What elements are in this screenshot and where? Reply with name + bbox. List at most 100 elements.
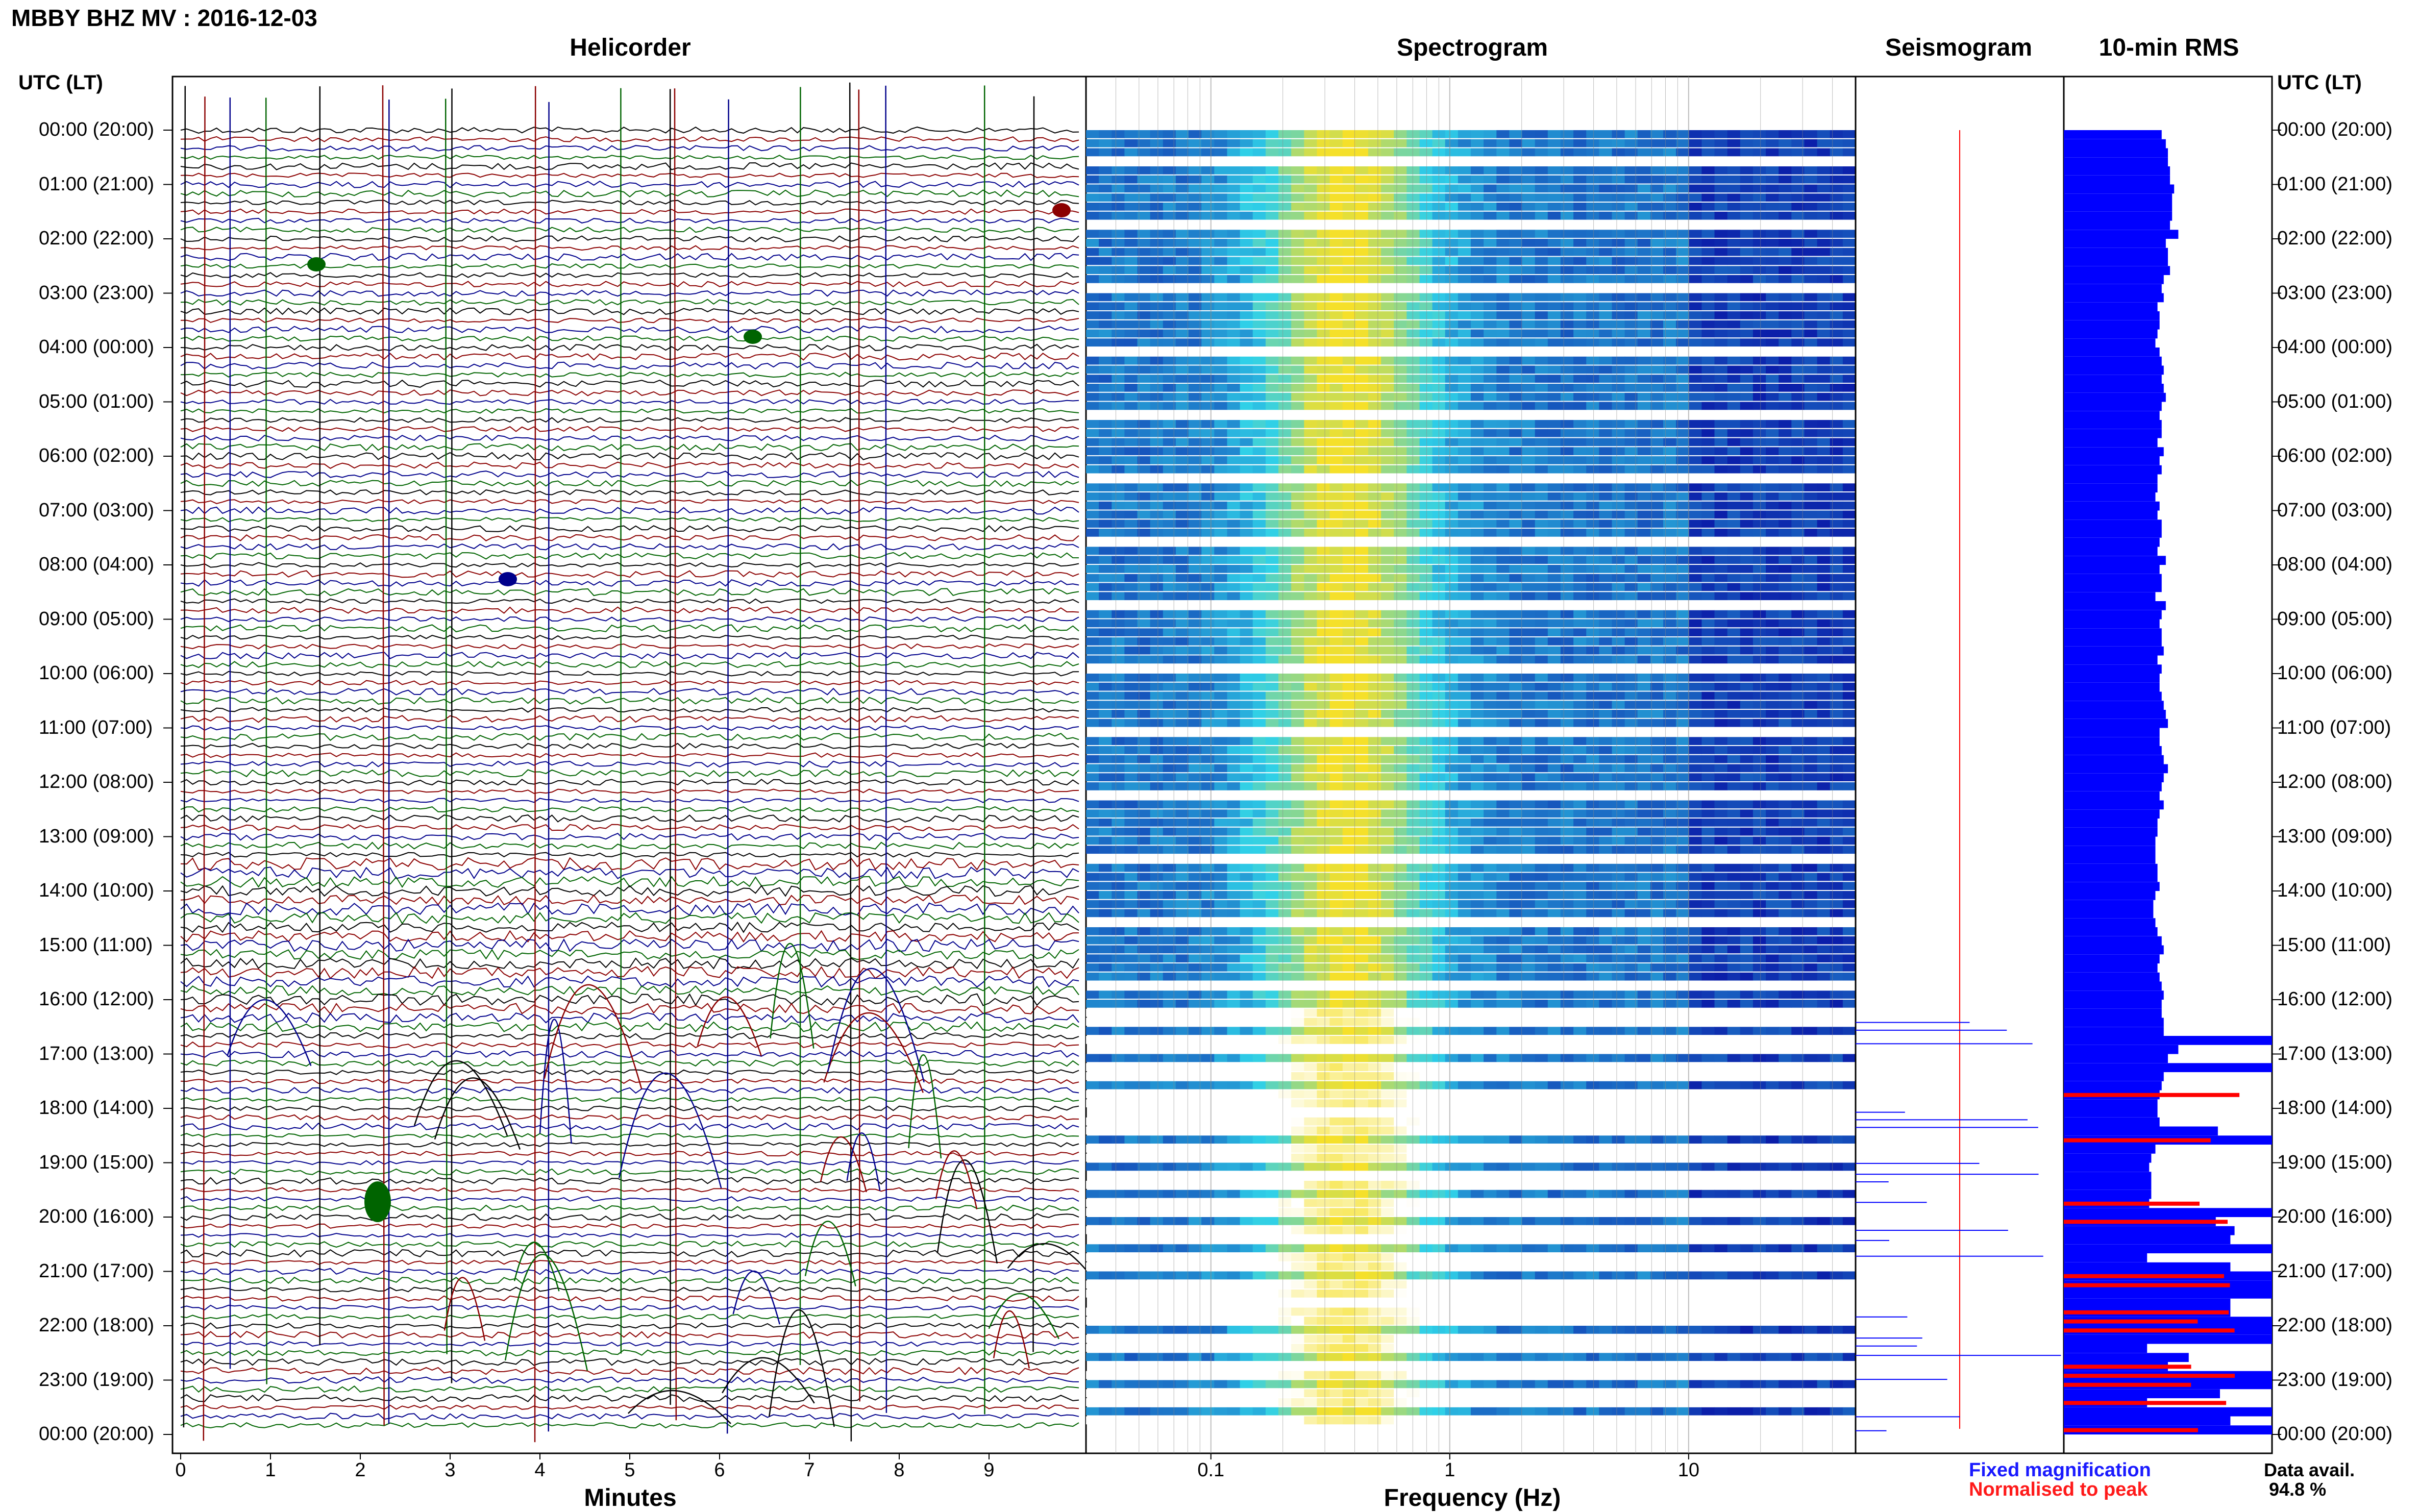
spectrogram-cell — [1535, 782, 1548, 790]
spectrogram-cell — [1637, 819, 1651, 827]
spectrogram-cell — [1124, 637, 1138, 646]
spectrogram-cell — [1099, 166, 1112, 175]
spectrogram-cell — [1496, 247, 1510, 256]
spectrogram-cell — [1701, 193, 1715, 202]
spectrogram-cell — [1189, 130, 1202, 138]
spectrogram-cell — [1714, 519, 1728, 528]
spectrogram-cell — [1368, 266, 1381, 275]
spectrogram-cell — [1663, 610, 1676, 618]
spectrogram-cell — [1701, 465, 1715, 474]
spectrogram-cell — [1150, 356, 1164, 365]
spectrogram-cell — [1804, 882, 1818, 890]
spectrogram-cell — [1175, 610, 1189, 618]
spectrogram-cell — [1817, 710, 1831, 718]
spectrogram-cell — [1381, 900, 1394, 908]
spectrogram-cell — [1830, 691, 1843, 700]
spectrogram-cell — [1637, 456, 1651, 464]
spectrogram-cell — [1342, 592, 1356, 601]
spectrogram-cell — [1830, 710, 1843, 718]
spectrogram-cell — [1830, 420, 1843, 428]
spectrogram-cell — [1278, 746, 1292, 754]
helicorder-long-period-signal — [504, 1254, 588, 1371]
spectrogram-cell — [1599, 809, 1612, 818]
spectrogram-cell — [1227, 483, 1241, 492]
spectrogram-cell — [1522, 836, 1536, 845]
spectrogram-cell — [1329, 139, 1343, 147]
spectrogram-cell — [1484, 963, 1497, 972]
spectrogram-cell — [1163, 682, 1176, 691]
spectrogram-cell — [1804, 682, 1818, 691]
spectrogram-cell — [1342, 547, 1356, 555]
spectrogram-cell — [1278, 718, 1292, 727]
spectrogram-cell — [1329, 175, 1343, 184]
spectrogram-cell — [1714, 863, 1728, 872]
spectrogram-cell — [1227, 375, 1241, 383]
spectrogram-cell — [1727, 846, 1741, 854]
spectrogram-cell — [1112, 963, 1125, 972]
spectrogram-cell — [1458, 945, 1471, 954]
spectrogram-cell — [1189, 465, 1202, 474]
spectrogram-cell — [1830, 718, 1843, 727]
spectrogram-cell — [1471, 846, 1484, 854]
spectrogram-cell — [1484, 637, 1497, 646]
spectrogram-cell — [1124, 139, 1138, 147]
helicorder-trace — [180, 912, 1079, 925]
helicorder-trace — [180, 806, 1079, 813]
spectrogram-cell — [1779, 800, 1792, 809]
spectrogram-cell — [1086, 746, 1099, 754]
spectrogram-cell — [1599, 827, 1612, 836]
spectrogram-cell — [1637, 193, 1651, 202]
spectrogram-cell — [1342, 909, 1356, 918]
spectrogram-cell — [1522, 682, 1536, 691]
spectrogram-cell — [1137, 456, 1151, 464]
spectrogram-cell — [1727, 701, 1741, 709]
spectrogram-cell — [1394, 166, 1407, 175]
spectrogram-cell — [1624, 682, 1638, 691]
spectrogram-cell — [1612, 882, 1625, 890]
spectrogram-cell — [1252, 782, 1266, 790]
spectrogram-cell — [1612, 483, 1625, 492]
spectrogram-cell — [1342, 574, 1356, 582]
spectrogram-cell — [1586, 384, 1599, 392]
spectrogram-cell — [1830, 320, 1843, 329]
spectrogram-cell — [1496, 429, 1510, 437]
spectrogram-cell — [1612, 819, 1625, 827]
spectrogram-cell — [1124, 819, 1138, 827]
spectrogram-cell — [1547, 746, 1561, 754]
spectrogram-cell — [1830, 193, 1843, 202]
spectrogram-cell — [1150, 211, 1164, 220]
spectrogram-cell — [1112, 266, 1125, 275]
spectrogram-cell — [1419, 746, 1433, 754]
spectrogram-cell — [1291, 166, 1304, 175]
spectrogram-cell — [1291, 674, 1304, 682]
spectrogram-cell — [1368, 384, 1381, 392]
spectrogram-cell — [1458, 456, 1471, 464]
spectrogram-cell — [1329, 800, 1343, 809]
helicorder-trace — [180, 902, 1079, 916]
spectrogram-cell — [1189, 674, 1202, 682]
spectrogram-cell — [1317, 891, 1330, 899]
spectrogram-cell — [1830, 275, 1843, 283]
spectrogram-cell — [1175, 927, 1189, 935]
spectrogram-cell — [1599, 447, 1612, 456]
spectrogram-cell — [1496, 945, 1510, 954]
spectrogram-cell — [1701, 483, 1715, 492]
spectrogram-cell — [1381, 184, 1394, 193]
spectrogram-cell — [1496, 900, 1510, 908]
spectrogram-cell — [1804, 266, 1818, 275]
spectrogram-cell — [1779, 682, 1792, 691]
spectrogram-cell — [1189, 737, 1202, 746]
spectrogram-cell — [1830, 637, 1843, 646]
spectrogram-cell — [1650, 610, 1664, 618]
spectrogram-cell — [1740, 592, 1754, 601]
spectrogram-cell — [1779, 501, 1792, 510]
helicorder-trace — [180, 1376, 1079, 1384]
spectrogram-cell — [1560, 311, 1574, 319]
spectrogram-cell — [1752, 674, 1766, 682]
spectrogram-cell — [1150, 746, 1164, 754]
spectrogram-cell — [1086, 800, 1099, 809]
spectrogram-cell — [1727, 483, 1741, 492]
spectrogram-cell — [1112, 891, 1125, 899]
spectrogram-cell — [1509, 211, 1523, 220]
spectrogram-cell — [1419, 882, 1433, 890]
